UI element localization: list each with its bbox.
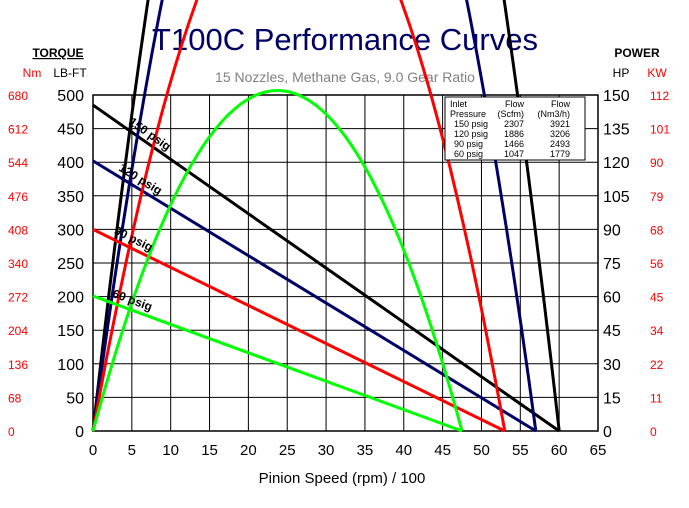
chart-subtitle: 15 Nozzles, Methane Gas, 9.0 Gear Ratio xyxy=(215,69,475,85)
x-tick-label: 5 xyxy=(128,442,136,459)
y-tick-label-nm: 0 xyxy=(8,425,15,439)
y-tick-label-lbft: 100 xyxy=(57,357,84,374)
y-tick-label-kw: 11 xyxy=(650,391,663,405)
y-tick-label-lbft: 500 xyxy=(57,88,84,105)
y-tick-label-hp: 0 xyxy=(603,424,612,441)
y-tick-label-kw: 34 xyxy=(650,324,664,338)
y-tick-label-lbft: 150 xyxy=(57,323,84,340)
flow-legend-table: Inlet Flow Flow Pressure (Scfm) (Nm3/h) 150 ps… xyxy=(444,96,586,161)
power-unit-hp: HP xyxy=(613,66,630,80)
torque-line-150-psig xyxy=(92,103,561,433)
y-tick-label-lbft: 0 xyxy=(75,424,84,441)
x-axis-label: Pinion Speed (rpm) / 100 xyxy=(259,470,426,487)
legend-cell: 2307 xyxy=(504,119,524,129)
y-tick-label-hp: 150 xyxy=(603,88,630,105)
legend-cell: 60 psig xyxy=(454,149,483,159)
x-tick-label: 15 xyxy=(201,442,218,459)
y-tick-label-hp: 105 xyxy=(603,189,630,206)
legend-cell: 3921 xyxy=(550,119,570,129)
power-curve-120-psig xyxy=(91,0,538,432)
y-tick-label-kw: 90 xyxy=(650,156,664,170)
x-tick-label: 35 xyxy=(357,442,374,459)
y-tick-label-nm: 408 xyxy=(8,223,28,237)
legend-cell: 1047 xyxy=(504,149,524,159)
y-tick-label-kw: 79 xyxy=(650,190,664,204)
power-curve-90-psig xyxy=(91,0,507,432)
torque-unit-lbft: LB-FT xyxy=(53,66,87,80)
y-tick-label-nm: 680 xyxy=(8,89,28,103)
power-curve-60-psig xyxy=(91,88,464,432)
power-axis-title: POWER xyxy=(614,46,660,60)
y-tick-label-lbft: 200 xyxy=(57,290,84,307)
y-tick-label-lbft: 450 xyxy=(57,122,84,139)
y-tick-label-kw: 0 xyxy=(650,425,657,439)
legend-header-cell: (Nm3/h) xyxy=(537,109,570,119)
y-tick-label-hp: 15 xyxy=(603,390,621,407)
x-tick-label: 20 xyxy=(240,442,257,459)
y-tick-label-lbft: 350 xyxy=(57,189,84,206)
legend-cell: 150 psig xyxy=(454,119,488,129)
x-tick-label: 40 xyxy=(395,442,412,459)
y-tick-label-nm: 136 xyxy=(8,358,28,372)
torque-line-60-psig xyxy=(92,294,463,433)
legend-header-cell: Pressure xyxy=(450,109,486,119)
y-tick-label-lbft: 250 xyxy=(57,256,84,273)
torque-axis-title: TORQUE xyxy=(32,46,83,60)
torque-unit-nm: Nm xyxy=(23,66,42,80)
legend-cell: 3206 xyxy=(550,129,570,139)
legend-background xyxy=(444,96,586,161)
y-tick-label-hp: 45 xyxy=(603,323,621,340)
x-tick-label: 55 xyxy=(512,442,529,459)
x-tick-label: 0 xyxy=(89,442,97,459)
x-tick-label: 25 xyxy=(279,442,296,459)
x-tick-label: 50 xyxy=(473,442,490,459)
legend-header-cell: Inlet xyxy=(450,99,468,109)
y-tick-label-nm: 272 xyxy=(8,291,28,305)
tick-labels: 0 5 10 15 20 25 30 35 40 45 50 55 60 650 0 0 068 50 15 1113… xyxy=(8,88,670,459)
y-tick-label-hp: 120 xyxy=(603,155,630,172)
legend-header-cell: Flow xyxy=(551,99,571,109)
y-tick-label-lbft: 50 xyxy=(66,390,84,407)
y-tick-label-lbft: 300 xyxy=(57,222,84,239)
y-tick-label-nm: 612 xyxy=(8,123,28,137)
y-tick-label-kw: 45 xyxy=(650,291,664,305)
legend-cell: 1466 xyxy=(504,139,524,149)
x-tick-label: 45 xyxy=(434,442,451,459)
y-tick-label-kw: 112 xyxy=(650,89,669,103)
power-unit-kw: KW xyxy=(647,66,667,80)
legend-header-cell: Flow xyxy=(505,99,525,109)
y-tick-label-hp: 135 xyxy=(603,122,630,139)
legend-cell: 2493 xyxy=(550,139,570,149)
legend-cell: 1779 xyxy=(550,149,570,159)
x-tick-label: 10 xyxy=(162,442,179,459)
torque-line-120-psig xyxy=(92,159,537,433)
x-tick-label: 65 xyxy=(590,442,607,459)
y-tick-label-kw: 68 xyxy=(650,223,664,237)
y-tick-label-hp: 90 xyxy=(603,222,621,239)
x-tick-label: 30 xyxy=(318,442,335,459)
y-tick-label-nm: 340 xyxy=(8,257,28,271)
y-tick-label-kw: 22 xyxy=(650,358,664,372)
y-tick-label-nm: 68 xyxy=(8,391,22,405)
torque-line-90-psig xyxy=(92,228,506,433)
y-tick-label-hp: 75 xyxy=(603,256,621,273)
legend-cell: 120 psig xyxy=(454,129,488,139)
plot-frame xyxy=(92,94,599,432)
legend-cell: 1886 xyxy=(504,129,524,139)
y-tick-label-nm: 204 xyxy=(8,324,28,338)
y-tick-label-kw: 56 xyxy=(650,257,664,271)
y-tick-label-kw: 101 xyxy=(650,123,670,137)
series xyxy=(91,0,561,433)
y-tick-label-lbft: 400 xyxy=(57,155,84,172)
legend-header-cell: (Scfm) xyxy=(498,109,525,119)
y-tick-label-hp: 60 xyxy=(603,290,621,307)
y-tick-label-nm: 476 xyxy=(8,190,28,204)
y-tick-label-hp: 30 xyxy=(603,357,621,374)
chart-title: T100C Performance Curves xyxy=(152,22,538,57)
x-tick-label: 60 xyxy=(551,442,568,459)
y-tick-label-nm: 544 xyxy=(8,156,28,170)
legend-cell: 90 psig xyxy=(454,139,483,149)
